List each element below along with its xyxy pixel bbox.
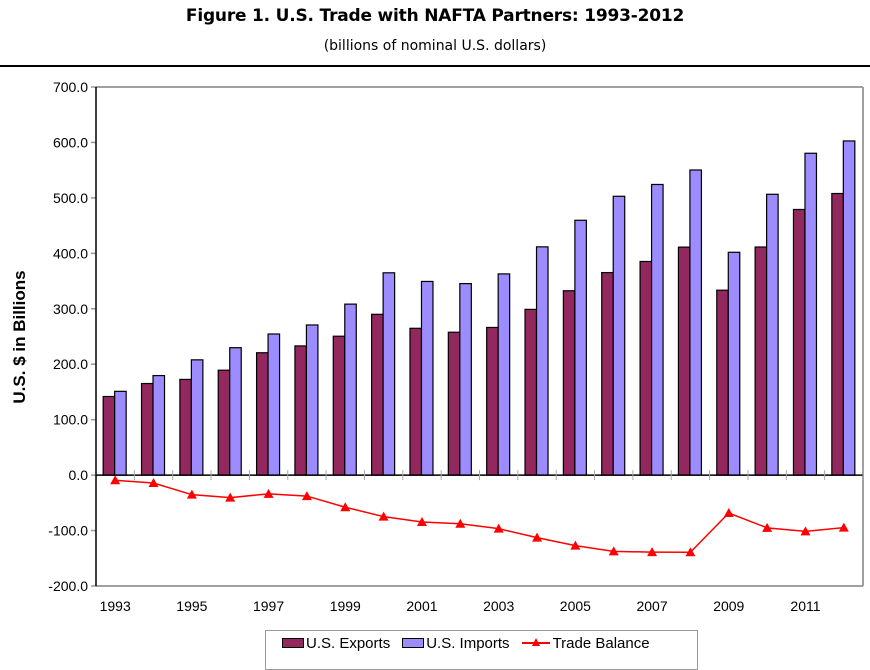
trade-balance-point-1997 xyxy=(263,488,274,498)
bar-imports-2012 xyxy=(842,140,856,476)
trade-balance-line-icon xyxy=(521,638,550,648)
legend-item-exports: U.S. Exports xyxy=(282,635,390,652)
legend: U.S. Exports U.S. Imports Trade Balance xyxy=(265,630,698,670)
bar-imports-2002 xyxy=(459,283,472,476)
title-separator xyxy=(0,65,870,67)
y-tick-label: 0.0 xyxy=(69,467,89,483)
bar-imports-1994 xyxy=(152,374,166,476)
bar-exports-2007 xyxy=(639,260,653,476)
bar-imports-2004 xyxy=(535,246,549,476)
trade-balance-point-2000 xyxy=(378,511,389,521)
x-tick-label: 2001 xyxy=(406,598,437,614)
bar-imports-1998 xyxy=(305,324,319,476)
legend-item-balance: Trade Balance xyxy=(521,634,650,652)
bar-exports-2012 xyxy=(831,192,844,476)
trade-balance-point-2006 xyxy=(608,546,619,556)
trade-balance-point-1993 xyxy=(110,475,121,485)
x-tick-label: 1999 xyxy=(330,598,361,614)
exports-swatch-icon xyxy=(282,638,304,648)
bar-exports-1996 xyxy=(217,369,231,476)
imports-swatch-icon xyxy=(402,638,425,648)
legend-label-imports: U.S. Imports xyxy=(426,634,510,652)
bar-exports-2009 xyxy=(716,289,729,476)
bar-exports-2004 xyxy=(524,308,538,476)
y-tick-label: -200.0 xyxy=(48,578,88,594)
y-axis-title: U.S. $ in Billions xyxy=(10,270,29,403)
y-tick-label: 300.0 xyxy=(53,301,88,317)
bar-imports-2005 xyxy=(574,219,587,476)
y-tick-label: 100.0 xyxy=(53,412,88,428)
y-tick-label: 400.0 xyxy=(53,245,88,261)
chart-title: Figure 1. U.S. Trade with NAFTA Partners… xyxy=(185,6,685,26)
chart-canvas: 700.0 600.0 500.0 400.0 300.0 200.0 100.0 0.0 -1… xyxy=(10,79,864,614)
legend-item-imports: U.S. Imports xyxy=(402,634,510,652)
bar-imports-1999 xyxy=(344,303,357,476)
bar-imports-2010 xyxy=(766,193,779,476)
trade-balance-point-1999 xyxy=(340,502,351,512)
bar-imports-2008 xyxy=(689,169,703,476)
bar-exports-1993 xyxy=(102,395,116,476)
trade-balance-point-1994 xyxy=(148,478,159,488)
bar-imports-1996 xyxy=(229,347,242,476)
trade-balance-point-2001 xyxy=(416,516,427,526)
bar-exports-2003 xyxy=(486,326,499,476)
bar-exports-2005 xyxy=(562,290,576,476)
bar-imports-1997 xyxy=(267,333,281,476)
trade-balance-point-1995 xyxy=(186,489,197,499)
bar-exports-2001 xyxy=(409,327,423,476)
bar-exports-2006 xyxy=(601,271,614,476)
bar-exports-2010 xyxy=(754,246,768,476)
trade-balance-point-1996 xyxy=(225,492,236,502)
bar-exports-1998 xyxy=(294,345,308,476)
y-tick-label: 200.0 xyxy=(53,356,88,372)
bar-exports-2000 xyxy=(371,313,384,476)
trade-balance-point-2010 xyxy=(762,522,773,532)
x-tick-label: 2009 xyxy=(713,598,744,614)
bar-imports-2003 xyxy=(497,273,511,476)
bar-exports-1995 xyxy=(179,378,192,476)
bar-exports-1997 xyxy=(255,352,269,476)
legend-label-exports: U.S. Exports xyxy=(306,634,391,652)
x-tick-label: 2007 xyxy=(636,598,667,614)
trade-balance-point-2002 xyxy=(455,518,466,528)
trade-balance-point-2012 xyxy=(838,522,849,532)
x-tick-label: 1995 xyxy=(176,598,207,614)
trade-balance-point-2004 xyxy=(532,532,543,542)
trade-balance-point-2011 xyxy=(800,526,811,536)
trade-balance-line xyxy=(115,479,844,553)
bar-exports-2011 xyxy=(792,208,806,476)
x-tick-label: 2005 xyxy=(560,598,591,614)
trade-balance-point-2005 xyxy=(570,540,581,550)
bar-exports-2002 xyxy=(447,331,461,476)
bar-imports-2006 xyxy=(612,195,626,476)
bar-exports-2008 xyxy=(677,246,691,476)
bar-imports-2009 xyxy=(727,251,741,476)
trade-balance-point-2003 xyxy=(493,523,504,533)
x-tick-label: 1993 xyxy=(100,598,131,614)
bar-imports-2001 xyxy=(420,280,434,476)
bar-imports-2007 xyxy=(650,183,664,476)
y-tick-label: -100.0 xyxy=(48,523,88,539)
chart-subtitle: (billions of nominal U.S. dollars) xyxy=(323,38,547,54)
x-tick-label: 1997 xyxy=(253,598,284,614)
x-tick-label: 2011 xyxy=(790,598,820,614)
x-tick-label: 2003 xyxy=(483,598,514,614)
bar-imports-1995 xyxy=(190,359,204,476)
y-tick-label: 600.0 xyxy=(53,134,88,150)
y-tick-label: 700.0 xyxy=(53,79,88,95)
trade-balance-point-2009 xyxy=(723,508,734,518)
bar-imports-2000 xyxy=(382,272,396,476)
y-tick-label: 500.0 xyxy=(53,190,88,206)
bar-exports-1999 xyxy=(332,335,346,476)
bar-imports-1993 xyxy=(114,390,127,476)
trade-balance-point-1998 xyxy=(301,491,312,501)
bar-imports-2011 xyxy=(804,152,818,476)
trade-balance-point-2008 xyxy=(685,547,696,557)
bar-exports-1994 xyxy=(140,382,154,476)
legend-label-balance: Trade Balance xyxy=(552,634,650,652)
trade-balance-point-2007 xyxy=(647,547,658,557)
